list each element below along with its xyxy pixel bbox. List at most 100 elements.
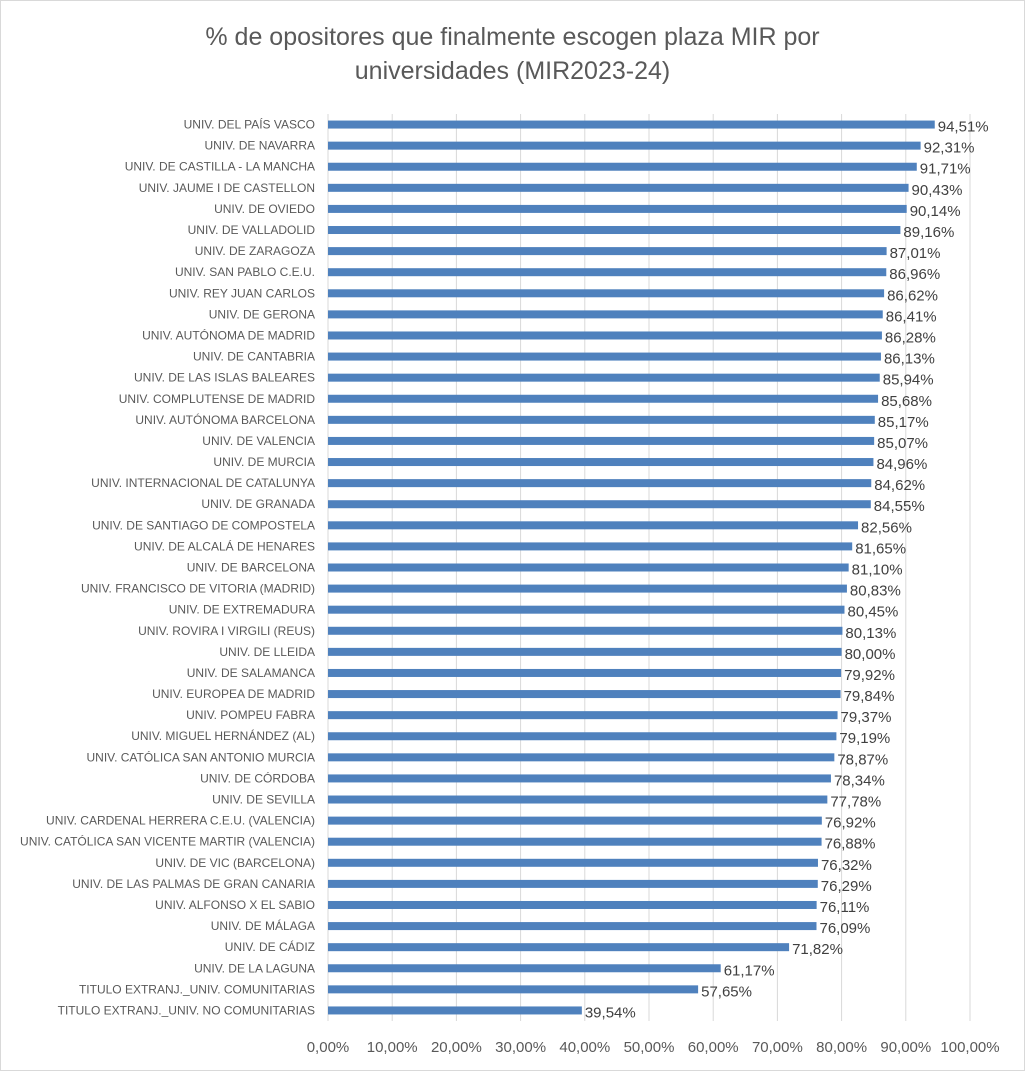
bar: [328, 964, 721, 973]
category-label: UNIV. DEL PAÍS VASCO: [184, 117, 315, 132]
x-tick-label: 10,00%: [367, 1039, 418, 1056]
category-label: UNIV. FRANCISCO DE VITORIA (MADRID): [81, 582, 315, 596]
category-label: UNIV. DE CANTABRIA: [193, 350, 315, 364]
data-label: 85,68%: [881, 393, 932, 410]
category-label: UNIV. DE MÁLAGA: [211, 918, 315, 933]
bar: [328, 458, 874, 467]
category-label: UNIV. DE OVIEDO: [214, 202, 315, 216]
bar: [328, 289, 885, 298]
x-tick-label: 80,00%: [816, 1039, 867, 1056]
category-label: UNIV. CATÓLICA SAN VICENTE MARTIR (VALEN…: [20, 834, 315, 849]
bar: [328, 626, 843, 635]
data-label: 76,88%: [825, 836, 876, 853]
category-label: TITULO EXTRANJ._UNIV. COMUNITARIAS: [79, 982, 315, 996]
bar: [328, 162, 917, 171]
bar: [328, 753, 835, 762]
data-label: 86,96%: [889, 266, 940, 283]
data-label: 85,07%: [877, 435, 928, 452]
category-label: UNIV. JAUME I DE CASTELLON: [139, 181, 315, 195]
bar: [328, 647, 842, 656]
category-label: UNIV. DE CASTILLA - LA MANCHA: [125, 160, 315, 174]
bar: [328, 500, 871, 509]
bar: [328, 183, 909, 192]
category-label: UNIV. DE SALAMANCA: [187, 666, 315, 680]
data-label: 76,92%: [825, 815, 876, 832]
data-label: 71,82%: [792, 941, 843, 958]
x-tick-label: 60,00%: [688, 1039, 739, 1056]
x-tick-label: 70,00%: [752, 1039, 803, 1056]
data-labels: 94,51% 92,31% 91,71% 90,43% 90,14% 89,16% 87,0…: [585, 119, 989, 1022]
data-label: 77,78%: [830, 794, 881, 811]
data-label: 92,31%: [924, 140, 975, 157]
category-label: UNIV. DE ZARAGOZA: [195, 244, 315, 258]
bar: [328, 795, 828, 804]
x-tick-label: 50,00%: [624, 1039, 675, 1056]
data-label: 90,14%: [910, 203, 961, 220]
data-label: 80,45%: [847, 604, 898, 621]
bar: [328, 373, 880, 382]
data-label: 82,56%: [861, 519, 912, 536]
data-label: 85,94%: [883, 372, 934, 389]
bar: [328, 900, 817, 909]
data-label: 91,71%: [920, 161, 971, 178]
category-label: UNIV. CATÓLICA SAN ANTONIO MURCIA: [87, 749, 316, 764]
bar: [328, 563, 849, 572]
bar: [328, 226, 901, 235]
bar: [328, 331, 882, 340]
data-label: 89,16%: [903, 224, 954, 241]
data-label: 94,51%: [938, 119, 989, 136]
chart-title: % de opositores que finalmente escogen p…: [0, 20, 1025, 88]
data-label: 79,19%: [839, 730, 890, 747]
bar: [328, 352, 881, 361]
category-label: UNIV. DE GRANADA: [201, 497, 315, 511]
data-label: 79,84%: [844, 688, 895, 705]
category-label: UNIV. DE VIC (BARCELONA): [155, 856, 315, 870]
x-tick-label: 90,00%: [880, 1039, 931, 1056]
bar: [328, 605, 845, 614]
bar: [328, 120, 935, 129]
data-label: 78,87%: [837, 751, 888, 768]
bar: [328, 204, 907, 213]
data-label: 84,96%: [876, 456, 927, 473]
chart-title-line2: universidades (MIR2023-24): [354, 57, 671, 85]
bar: [328, 711, 838, 720]
category-label: UNIV. ROVIRA I VIRGILI (REUS): [138, 624, 315, 638]
bar: [328, 521, 859, 530]
data-label: 78,34%: [834, 772, 885, 789]
data-label: 86,13%: [884, 351, 935, 368]
data-label: 76,32%: [821, 857, 872, 874]
bar: [328, 542, 853, 551]
bar: [328, 310, 883, 319]
category-label: UNIV. ALFONSO X EL SABIO: [155, 898, 315, 912]
data-label: 61,17%: [724, 962, 775, 979]
category-label: UNIV. DE LAS ISLAS BALEARES: [134, 371, 315, 385]
data-label: 86,62%: [887, 287, 938, 304]
bar: [328, 436, 875, 445]
category-label: UNIV. REY JUAN CARLOS: [169, 286, 315, 300]
bar: [328, 394, 879, 403]
data-label: 80,83%: [850, 583, 901, 600]
bar: [328, 816, 822, 825]
category-label: UNIV. EUROPEA DE MADRID: [152, 687, 315, 701]
x-tick-label: 100,00%: [940, 1039, 999, 1056]
data-label: 76,11%: [820, 899, 870, 916]
data-label: 81,10%: [852, 562, 903, 579]
bar: [328, 922, 817, 931]
chart-title-line1: % de opositores que finalmente escogen p…: [205, 23, 820, 51]
bar: [328, 415, 875, 424]
category-label: UNIV. DE VALENCIA: [202, 434, 315, 448]
bar: [328, 690, 841, 699]
bar: [328, 584, 847, 593]
category-label: UNIV. DE CÁDIZ: [225, 939, 315, 954]
category-label: UNIV. POMPEU FABRA: [186, 708, 315, 722]
category-label: UNIV. AUTÓNOMA BARCELONA: [135, 412, 315, 427]
bar: [328, 732, 837, 741]
data-label: 39,54%: [585, 1004, 636, 1021]
bar: [328, 1006, 582, 1015]
data-label: 76,29%: [821, 878, 872, 895]
category-label: UNIV. DE LLEIDA: [219, 645, 315, 659]
bar: [328, 879, 818, 888]
category-label: UNIV. DE MURCIA: [213, 455, 315, 469]
category-label: TITULO EXTRANJ._UNIV. NO COMUNITARIAS: [58, 1003, 315, 1017]
